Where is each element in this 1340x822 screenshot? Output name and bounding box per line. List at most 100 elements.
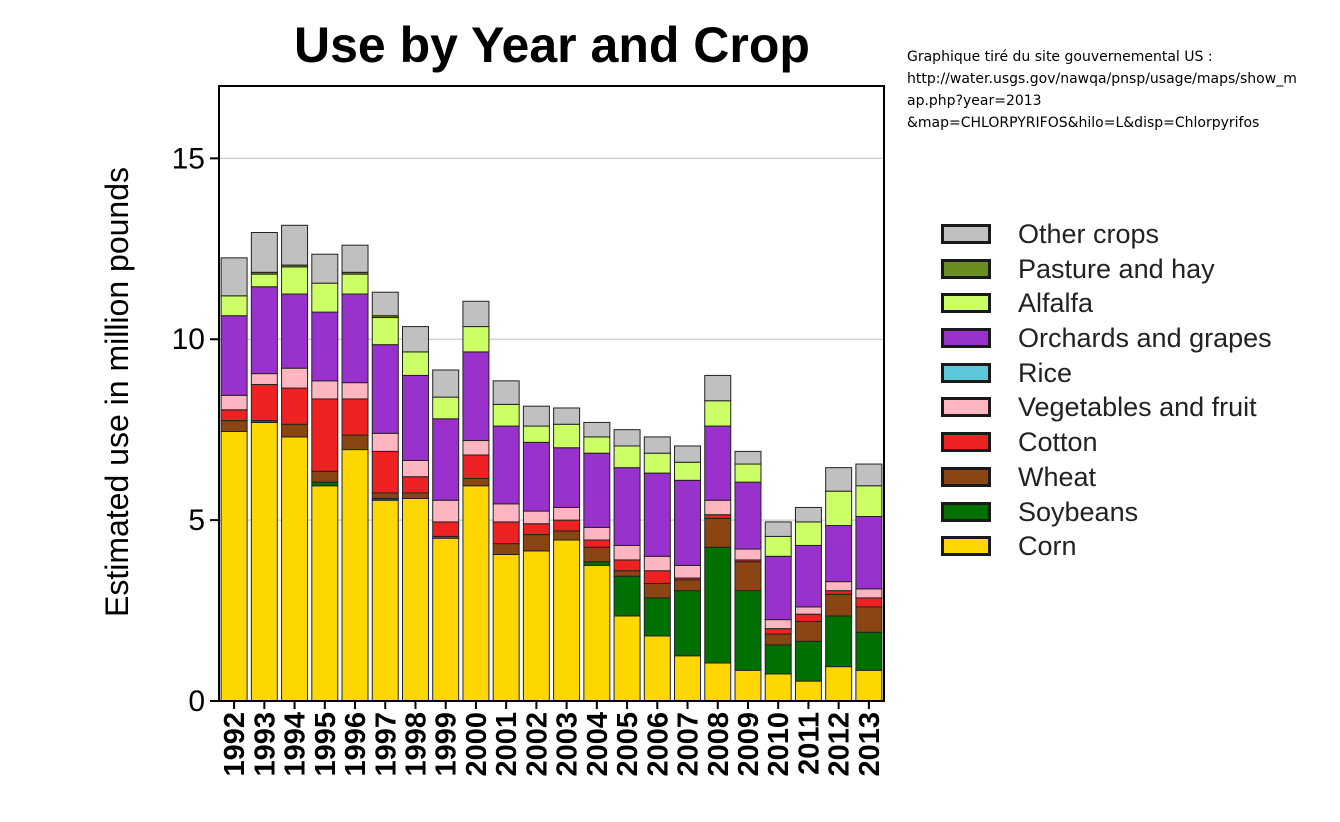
- bar-segment: [401, 492, 429, 499]
- x-tick-label: 2013: [854, 712, 886, 777]
- bar-segment: [432, 521, 460, 537]
- bars: [220, 224, 883, 702]
- bar-segment: [311, 253, 339, 284]
- legend-swatch: [941, 224, 991, 244]
- bar-segment: [432, 369, 460, 398]
- legend-label: Soybeans: [1018, 496, 1139, 527]
- bar-segment: [401, 476, 429, 494]
- bar-segment: [462, 440, 490, 456]
- legend-label: Wheat: [1018, 461, 1097, 492]
- bar-segment: [553, 539, 581, 702]
- legend-swatch: [941, 397, 991, 418]
- bar-segment: [764, 673, 792, 702]
- legend-swatch: [941, 432, 991, 453]
- bar-segment: [553, 447, 581, 508]
- source-note-line: ap.php?year=2013: [907, 93, 1042, 109]
- bar-segment: [643, 472, 671, 557]
- bar-segment: [674, 445, 702, 463]
- bar-segment: [734, 548, 762, 561]
- bar-segment: [643, 570, 671, 584]
- bar-segment: [401, 351, 429, 376]
- x-tick-label: 1994: [280, 712, 312, 777]
- bar-segment: [220, 430, 248, 702]
- bar-segment: [250, 273, 278, 288]
- bar-segment: [432, 537, 460, 702]
- bar-segment: [794, 640, 822, 682]
- bar-segment: [764, 644, 792, 675]
- bar-segment: [734, 669, 762, 702]
- bar-segment: [734, 590, 762, 671]
- bar-segment: [281, 436, 309, 702]
- legend-swatch: [941, 328, 991, 349]
- legend-swatch: [941, 293, 991, 314]
- bar-segment: [643, 555, 671, 572]
- bar-segment: [794, 680, 822, 702]
- source-note-line: Graphique tiré du site gouvernemental US…: [907, 49, 1213, 65]
- bar-segment: [704, 374, 732, 402]
- bar-segment: [220, 394, 248, 411]
- bar-segment: [764, 521, 792, 537]
- bar-segment: [250, 232, 278, 273]
- legend-label: Cotton: [1018, 427, 1098, 458]
- x-tick-label: 1995: [310, 712, 342, 777]
- bar-segment: [522, 534, 550, 552]
- bar-segment: [220, 420, 248, 432]
- bar-segment: [371, 492, 399, 499]
- bar-segment: [794, 606, 822, 615]
- bar-segment: [220, 257, 248, 297]
- bar-segment: [553, 506, 581, 521]
- legend-swatch: [941, 501, 991, 522]
- bar-segment: [462, 485, 490, 702]
- bar-segment: [583, 561, 611, 566]
- x-tick-label: 2005: [612, 712, 644, 777]
- bar-segment: [734, 450, 762, 465]
- bar-segment: [734, 463, 762, 483]
- bar-segment: [674, 579, 702, 592]
- x-tick-label: 2007: [673, 712, 705, 777]
- bar-segment: [643, 436, 671, 454]
- bar-segment: [855, 606, 883, 633]
- bar-segment: [613, 575, 641, 617]
- legend-label: Alfalfa: [1018, 288, 1094, 319]
- bar-segment: [674, 461, 702, 481]
- bar-segment: [401, 374, 429, 461]
- bar-segment: [553, 407, 581, 425]
- bar-segment: [764, 619, 792, 630]
- bar-segment: [583, 539, 611, 548]
- bar-segment: [704, 425, 732, 501]
- legend-swatch: [941, 536, 991, 557]
- bar-segment: [704, 499, 732, 516]
- bar-segment: [855, 631, 883, 671]
- x-tick-label: 1999: [431, 712, 463, 777]
- bar-segment: [311, 380, 339, 400]
- bar-segment: [341, 382, 369, 400]
- bar-segment: [794, 521, 822, 546]
- bar-segment: [794, 620, 822, 642]
- source-note-line: http://water.usgs.gov/nawqa/pnsp/usage/m…: [907, 71, 1297, 87]
- bar-segment: [311, 485, 339, 702]
- bar-segment: [220, 295, 248, 317]
- bar-segment: [281, 293, 309, 369]
- x-tick-label: 2010: [763, 712, 795, 777]
- bar-segment: [462, 478, 490, 487]
- legend-label: Vegetables and fruit: [1018, 392, 1257, 423]
- bar-segment: [341, 273, 369, 295]
- x-tick-label: 1997: [370, 712, 402, 777]
- legend-label: Pasture and hay: [1018, 253, 1215, 284]
- bar-segment: [613, 445, 641, 469]
- y-tick-label: 0: [188, 685, 205, 718]
- bar-segment: [281, 266, 309, 295]
- bar-segment: [825, 593, 853, 617]
- bar-segment: [764, 555, 792, 621]
- legend-swatch: [941, 466, 991, 487]
- bar-segment: [220, 315, 248, 396]
- bar-segment: [583, 526, 611, 541]
- plot-frame: [218, 85, 885, 702]
- source-note: Graphique tiré du site gouvernemental US…: [907, 46, 1337, 134]
- legend-swatch: [941, 362, 991, 383]
- legend-label: Rice: [1018, 357, 1073, 388]
- bar-segment: [553, 423, 581, 449]
- bar-segment: [704, 517, 732, 548]
- bar-segment: [825, 490, 853, 527]
- y-tick-label: 10: [172, 323, 205, 356]
